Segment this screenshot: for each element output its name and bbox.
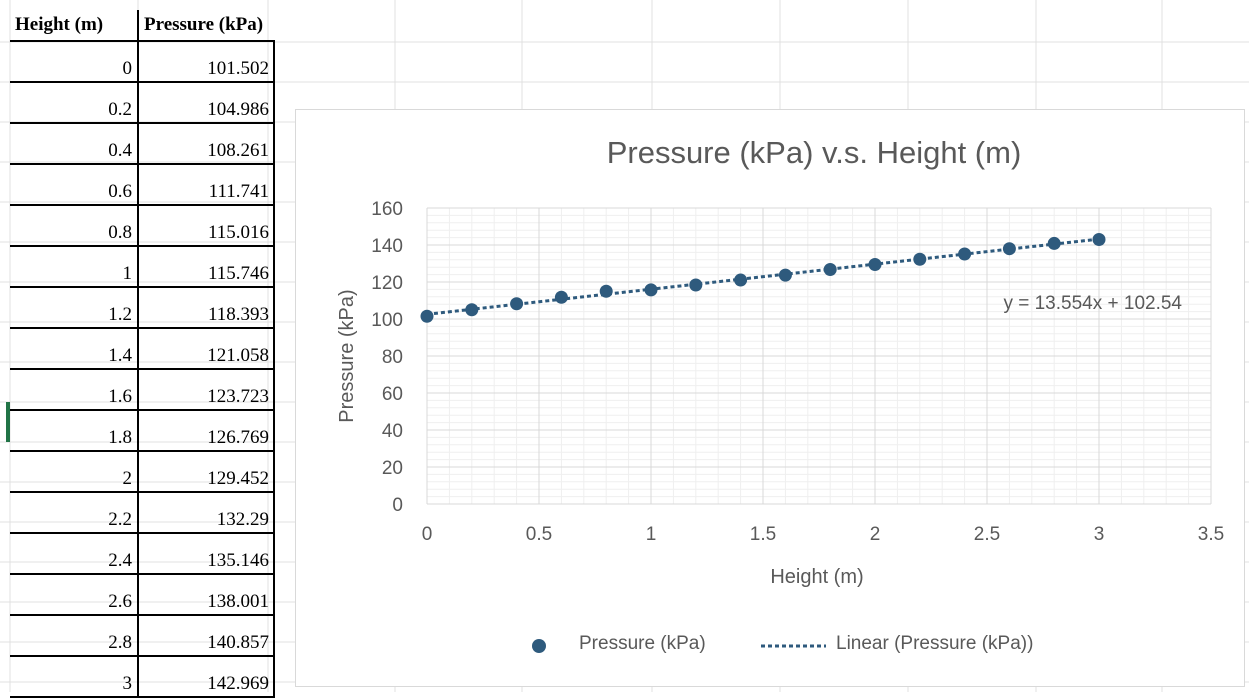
height-cell[interactable]: 0.6	[10, 164, 139, 206]
pressure-cell[interactable]: 140.857	[138, 615, 275, 657]
table-row: 1.8 126.769	[10, 410, 275, 452]
data-point	[913, 252, 927, 266]
pressure-cell[interactable]: 126.769	[138, 410, 275, 452]
y-tick-label: 20	[382, 458, 403, 479]
pressure-cell[interactable]: 142.969	[138, 656, 275, 698]
x-tick-label: 3	[1094, 524, 1105, 545]
pressure-cell[interactable]: 115.746	[138, 246, 275, 288]
x-tick-label: 2.5	[974, 524, 1000, 545]
active-row-marker	[6, 402, 10, 442]
table-row: 0 101.502	[10, 41, 275, 83]
pressure-cell[interactable]: 115.016	[138, 205, 275, 247]
pressure-cell[interactable]: 129.452	[138, 451, 275, 493]
y-tick-label: 100	[371, 310, 403, 331]
legend-label-trendline: Linear (Pressure (kPa))	[836, 633, 1033, 654]
height-cell[interactable]: 2	[10, 451, 139, 493]
data-point	[510, 297, 524, 311]
table-row: 2.4 135.146	[10, 533, 275, 575]
x-tick-label: 1.5	[750, 524, 776, 545]
table-row: 2.8 140.857	[10, 615, 275, 657]
data-point	[1047, 236, 1061, 250]
y-tick-label: 80	[382, 347, 403, 368]
table-row: 0.6 111.741	[10, 164, 275, 206]
x-tick-label: 3.5	[1198, 524, 1224, 545]
data-point	[958, 247, 972, 261]
trendline-equation: y = 13.554x + 102.54	[1003, 293, 1182, 314]
column-header-height[interactable]: Height (m)	[10, 10, 138, 42]
data-point	[778, 268, 792, 282]
x-tick-label: 0	[422, 524, 433, 545]
data-point	[868, 258, 882, 272]
height-cell[interactable]: 0.4	[10, 123, 139, 165]
y-tick-label: 140	[371, 236, 403, 257]
table-row: 0.8 115.016	[10, 205, 275, 247]
data-point	[823, 262, 837, 276]
y-axis-label: Pressure (kPa)	[336, 289, 358, 422]
trendline	[426, 237, 1100, 316]
data-point	[689, 278, 703, 292]
height-cell[interactable]: 0.2	[10, 82, 139, 124]
data-table: Height (m) Pressure (kPa) 0 101.502 0.2 104…	[10, 10, 275, 698]
data-point	[1092, 233, 1106, 247]
pressure-cell[interactable]: 118.393	[138, 287, 275, 329]
y-tick-label: 160	[371, 199, 403, 220]
column-header-pressure[interactable]: Pressure (kPa)	[137, 10, 274, 42]
pressure-cell[interactable]: 121.058	[138, 328, 275, 370]
legend-label-series: Pressure (kPa)	[579, 633, 706, 654]
x-tick-label: 0.5	[526, 524, 552, 545]
y-tick-label: 120	[371, 273, 403, 294]
data-point	[420, 309, 434, 323]
table-row: 3 142.969	[10, 656, 275, 698]
y-tick-label: 60	[382, 384, 403, 405]
data-point	[644, 283, 658, 297]
table-row: 0.4 108.261	[10, 123, 275, 165]
pressure-cell[interactable]: 111.741	[138, 164, 275, 206]
pressure-cell[interactable]: 108.261	[138, 123, 275, 165]
table-header-row: Height (m) Pressure (kPa)	[10, 10, 274, 42]
scatter-chart: 0 0.5 1 1.5 2 2.5 3 3.5 0 20 40 60 80 100 120 140 160 Pre…	[336, 135, 1224, 654]
height-cell[interactable]: 1.6	[10, 369, 139, 411]
table-row: 0.2 104.986	[10, 82, 275, 124]
table-row: 1 115.746	[10, 246, 275, 288]
height-cell[interactable]: 1.2	[10, 287, 139, 329]
height-cell[interactable]: 1	[10, 246, 139, 288]
height-cell[interactable]: 2.2	[10, 492, 139, 534]
height-cell[interactable]: 0	[10, 41, 139, 83]
height-cell[interactable]: 2.4	[10, 533, 139, 575]
data-point	[734, 273, 748, 287]
pressure-cell[interactable]: 104.986	[138, 82, 275, 124]
pressure-cell[interactable]: 132.29	[138, 492, 275, 534]
table-row: 2.6 138.001	[10, 574, 275, 616]
x-tick-label: 1	[646, 524, 657, 545]
y-tick-label: 40	[382, 421, 403, 442]
height-cell[interactable]: 1.8	[10, 410, 139, 452]
x-tick-label: 2	[870, 524, 881, 545]
table-row: 1.2 118.393	[10, 287, 275, 329]
data-point	[554, 290, 568, 304]
height-cell[interactable]: 3	[10, 656, 139, 698]
height-cell[interactable]: 0.8	[10, 205, 139, 247]
table-row: 2.2 132.29	[10, 492, 275, 534]
pressure-cell[interactable]: 135.146	[138, 533, 275, 575]
data-point	[1002, 242, 1016, 256]
data-point	[465, 303, 479, 317]
y-tick-label: 0	[392, 495, 403, 516]
pressure-cell[interactable]: 138.001	[138, 574, 275, 616]
table-row: 1.6 123.723	[10, 369, 275, 411]
height-cell[interactable]: 1.4	[10, 328, 139, 370]
data-point	[599, 284, 613, 298]
height-cell[interactable]: 2.8	[10, 615, 139, 657]
table-row: 2 129.452	[10, 451, 275, 493]
chart-area[interactable]: 0 0.5 1 1.5 2 2.5 3 3.5 0 20 40 60 80 100 120 140 160 Pre…	[295, 109, 1245, 687]
pressure-cell[interactable]: 123.723	[138, 369, 275, 411]
pressure-cell[interactable]: 101.502	[138, 41, 275, 83]
height-cell[interactable]: 2.6	[10, 574, 139, 616]
table-body: 0 101.502 0.2 104.986 0.4 108.261 0.6 111.741 0.…	[10, 41, 275, 698]
legend-marker-series	[532, 639, 546, 653]
table-row: 1.4 121.058	[10, 328, 275, 370]
x-axis-label: Height (m)	[770, 566, 863, 588]
chart-title: Pressure (kPa) v.s. Height (m)	[607, 135, 1022, 170]
